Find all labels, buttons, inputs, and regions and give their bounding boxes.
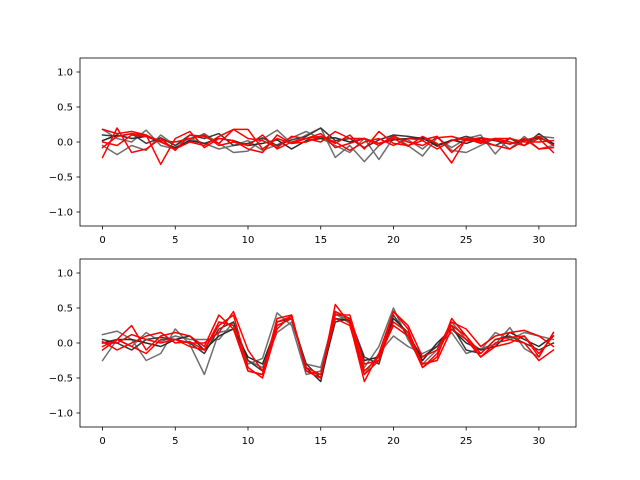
x-tick-label: 0 bbox=[99, 235, 105, 246]
x-tick-label: 25 bbox=[460, 436, 473, 447]
x-tick-label: 15 bbox=[314, 235, 327, 246]
y-tick-label: −1.0 bbox=[49, 409, 73, 420]
y-tick-label: 0.0 bbox=[57, 339, 73, 350]
subplot-2: 0 5 10 15 20 25 30 1.0 0.5 0.0 −0.5 −1.0 bbox=[49, 258, 577, 447]
series-group bbox=[101, 303, 555, 383]
series-line-4 bbox=[101, 317, 555, 383]
x-tick-label: 10 bbox=[242, 436, 255, 447]
y-tick-label: 1.0 bbox=[57, 269, 73, 280]
x-tick-label: 15 bbox=[314, 436, 327, 447]
x-tick-label: 10 bbox=[242, 235, 255, 246]
x-tick-label: 5 bbox=[172, 235, 178, 246]
y-tick-label: 0.5 bbox=[57, 304, 73, 315]
series-group bbox=[101, 127, 555, 166]
y-tick-label: 1.0 bbox=[57, 68, 73, 79]
x-tick-label: 5 bbox=[172, 436, 178, 447]
y-tick-label: 0.5 bbox=[57, 103, 73, 114]
y-tick-label: 0.0 bbox=[57, 138, 73, 149]
series-line-7 bbox=[101, 128, 555, 150]
series-line-8 bbox=[101, 310, 555, 379]
subplot-1: 0 5 10 15 20 25 30 1.0 0.5 0.0 −0.5 −1.0 bbox=[49, 57, 577, 246]
y-tick-label: −0.5 bbox=[49, 173, 73, 184]
x-tick-label: 30 bbox=[533, 235, 546, 246]
x-tick-label: 0 bbox=[99, 436, 105, 447]
x-tick-label: 30 bbox=[533, 436, 546, 447]
y-tick-label: −1.0 bbox=[49, 208, 73, 219]
series-line-4 bbox=[101, 134, 555, 150]
x-tick-label: 25 bbox=[460, 235, 473, 246]
x-tick-label: 20 bbox=[387, 235, 400, 246]
x-tick-label: 20 bbox=[387, 436, 400, 447]
y-tick-label: −0.5 bbox=[49, 374, 73, 385]
series-line-8 bbox=[101, 130, 555, 150]
